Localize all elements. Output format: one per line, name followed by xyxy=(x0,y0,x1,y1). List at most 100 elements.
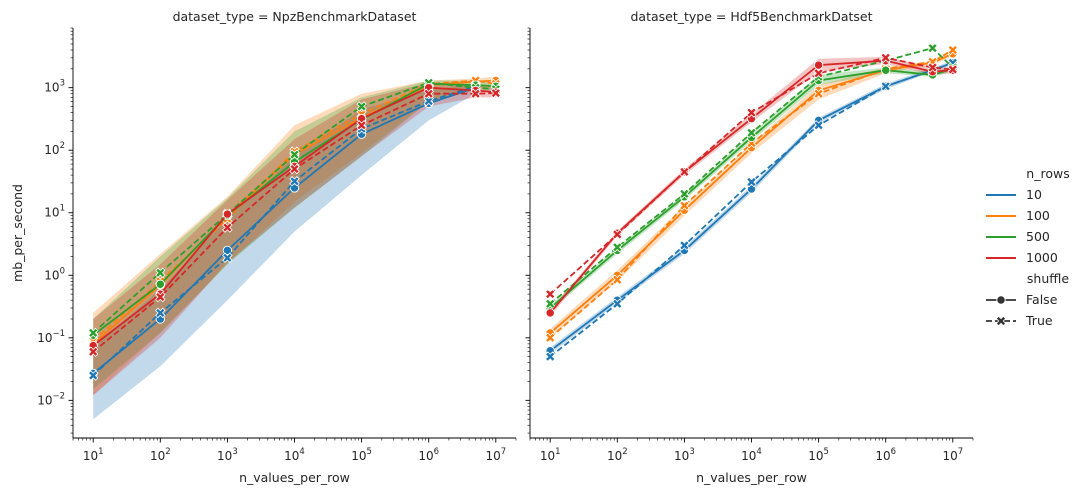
data-point xyxy=(222,245,233,256)
series-line-1000-noshuffle xyxy=(549,59,953,314)
data-point-x xyxy=(746,107,757,118)
data-point-marker xyxy=(222,252,233,264)
data-point-x xyxy=(947,64,959,75)
data-point-x xyxy=(612,229,623,240)
data-point-marker xyxy=(679,188,690,200)
x-tick-label: 105 xyxy=(808,447,829,463)
data-point-marker xyxy=(612,242,623,253)
data-point-x xyxy=(155,307,166,319)
x-tick-label: 103 xyxy=(217,447,238,463)
legend-marker-circle xyxy=(996,295,1006,305)
data-point-marker xyxy=(289,175,300,187)
data-point-marker xyxy=(746,127,757,139)
legend-label-500: 500 xyxy=(1026,229,1050,244)
data-point-marker xyxy=(813,120,824,131)
data-point-marker xyxy=(679,166,690,178)
panel-hdf5: dataset_type = Hdf5BenchmarkDatset 101 102… xyxy=(525,9,974,485)
x-axis-label: n_values_per_row xyxy=(696,470,807,485)
data-point-marker xyxy=(155,291,166,303)
ci-band-1000 xyxy=(93,82,496,396)
y-tick-label: 10−2 xyxy=(37,391,65,407)
data-point-marker xyxy=(544,351,556,362)
data-point-marker xyxy=(490,87,502,99)
ci-band-10 xyxy=(93,82,476,420)
data-point-marker xyxy=(155,267,166,278)
y-axis-label: mb_per_second xyxy=(10,184,25,282)
data-point-x xyxy=(87,327,99,339)
data-point-marker xyxy=(544,332,556,344)
x-tick-label: 104 xyxy=(284,447,305,463)
data-point-marker xyxy=(746,107,757,118)
data-point-x xyxy=(222,252,233,264)
ci-band-500 xyxy=(93,80,496,390)
series-line-500-shuffle xyxy=(549,47,954,305)
data-point-marker xyxy=(356,120,367,131)
data-point xyxy=(155,279,165,289)
data-point-x xyxy=(813,68,824,79)
data-point-x xyxy=(423,88,434,99)
x-tick-label: 105 xyxy=(351,447,372,463)
legend-label-True: True xyxy=(1025,313,1053,328)
data-point-x xyxy=(679,200,690,211)
data-point-x xyxy=(544,288,556,300)
x-tick-label: 106 xyxy=(418,447,439,463)
data-point-marker xyxy=(423,88,434,99)
data-point-marker xyxy=(746,176,757,188)
series-line-100-shuffle xyxy=(92,79,496,342)
data-point-marker xyxy=(87,370,99,381)
data-point xyxy=(813,60,824,70)
legend-label-1000: 1000 xyxy=(1026,250,1058,265)
data-point-x xyxy=(880,81,891,92)
data-point-marker xyxy=(880,81,891,92)
data-point-marker xyxy=(947,44,959,56)
data-point-marker xyxy=(927,42,938,54)
series-line-1000-shuffle xyxy=(92,92,496,353)
data-point-x xyxy=(289,175,300,187)
data-point-x xyxy=(470,88,481,99)
x-axis-label: n_values_per_row xyxy=(239,470,350,485)
x-tick-label: 106 xyxy=(875,447,896,463)
panel-title: dataset_type = Hdf5BenchmarkDatset xyxy=(630,9,872,24)
data-point-x xyxy=(947,44,959,56)
data-point-marker xyxy=(813,88,824,99)
data-point-marker xyxy=(612,229,623,240)
data-point-x xyxy=(612,242,623,253)
ci-band-100 xyxy=(93,76,496,396)
data-point-x xyxy=(155,291,166,303)
data-point-x xyxy=(927,62,938,73)
x-tick-label: 102 xyxy=(607,447,628,463)
data-point-x xyxy=(813,88,824,99)
series-line-10-shuffle xyxy=(549,61,954,358)
data-point-marker xyxy=(612,274,623,285)
data-point-marker xyxy=(947,64,959,75)
legend-label-10: 10 xyxy=(1026,187,1042,202)
data-point-marker xyxy=(87,327,99,339)
data-point-marker xyxy=(927,62,938,73)
legend-label-False: False xyxy=(1026,292,1058,307)
data-point-x xyxy=(880,52,891,64)
data-point-x xyxy=(746,176,757,188)
series-line-1000-noshuffle xyxy=(92,86,496,347)
legend-style-title: shuffle xyxy=(1027,271,1069,286)
legend-marker-x xyxy=(995,315,1007,327)
data-point-marker xyxy=(289,163,300,175)
y-tick-label: 102 xyxy=(44,141,65,157)
series-line-500-noshuffle xyxy=(549,67,954,309)
series-line-500-noshuffle xyxy=(92,82,496,336)
data-point-x xyxy=(612,274,623,285)
x-tick-label: 101 xyxy=(540,447,561,463)
data-point-marker xyxy=(356,101,367,112)
data-point-x xyxy=(544,332,556,344)
data-point-x xyxy=(87,370,99,381)
data-point-x xyxy=(155,267,166,278)
x-tick-label: 101 xyxy=(83,447,104,463)
data-point-marker xyxy=(155,307,166,319)
data-point-x xyxy=(679,188,690,200)
panel-npz: dataset_type = NpzBenchmarkDataset 101 102… xyxy=(37,9,517,485)
data-point-x xyxy=(356,101,367,112)
y-tick-label: 10−1 xyxy=(37,329,65,345)
data-point-x xyxy=(289,149,300,160)
data-point-x xyxy=(746,127,757,139)
data-point-marker xyxy=(222,222,233,233)
